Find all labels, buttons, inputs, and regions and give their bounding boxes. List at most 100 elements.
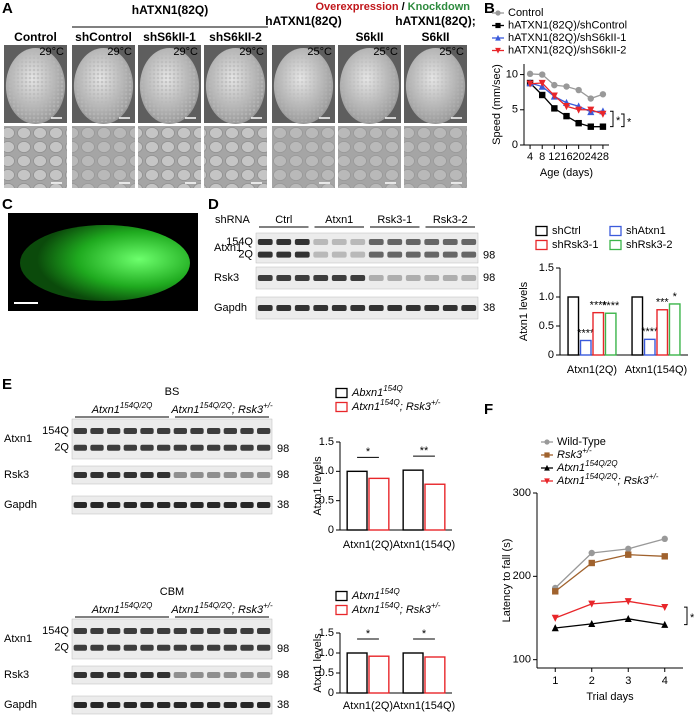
band (207, 702, 221, 708)
band (140, 502, 154, 508)
band (73, 428, 87, 434)
band (73, 628, 87, 634)
marker (539, 71, 546, 78)
molecular-weight: 98 (483, 272, 495, 284)
band (331, 239, 347, 245)
band (257, 502, 271, 508)
bar (631, 296, 644, 356)
legend-marker (544, 452, 550, 458)
eye-texture (7, 50, 64, 122)
bar (643, 338, 656, 356)
legend-marker (544, 478, 550, 485)
lane-group-label: Ctrl (275, 214, 292, 226)
marker (552, 588, 559, 595)
blot-row-label: Rsk3 (4, 469, 29, 481)
band (424, 239, 440, 245)
band (223, 644, 237, 651)
legend-label-part: Atxn1 (351, 604, 380, 616)
molecular-weight: 98 (483, 249, 495, 261)
legend-label: hATXN1(82Q)/shControl (508, 19, 627, 31)
band (442, 305, 458, 311)
band (223, 702, 237, 708)
band (140, 428, 154, 434)
x-tick-label: 4 (527, 151, 533, 163)
band (207, 644, 221, 651)
temperature: 25°C (373, 46, 398, 58)
lane-group-label: Rsk3-2 (433, 214, 468, 226)
band (173, 672, 187, 678)
panel-letter: E (2, 376, 12, 393)
y-tick-label: 0.5 (319, 667, 334, 679)
lane-group-label-part: ; Rsk3 (232, 404, 264, 416)
legend-label: Atxn1154Q; Rsk3+/- (351, 601, 441, 616)
band (123, 644, 137, 651)
marker (588, 549, 595, 557)
band (73, 502, 87, 508)
band (368, 275, 384, 281)
lane-group-label: Atxn1154Q/2Q (91, 601, 153, 616)
temperature: 29°C (239, 46, 264, 58)
molecular-weight: 38 (277, 699, 289, 711)
marker (526, 80, 534, 88)
significance-label: * (366, 446, 371, 458)
band (140, 644, 154, 651)
significance-label: **** (602, 300, 620, 312)
y-tick-label: 10 (506, 68, 518, 80)
bar (604, 312, 617, 356)
marker (661, 620, 669, 628)
bar (579, 339, 592, 356)
band (257, 702, 271, 708)
blot-row-label: Atxn1 (4, 433, 32, 445)
significance-label: * (422, 628, 427, 640)
band (240, 472, 254, 478)
band (157, 472, 171, 478)
band (90, 628, 104, 634)
band (240, 628, 254, 634)
legend-label: Control (508, 7, 543, 19)
legend-marker (544, 464, 550, 471)
panel-letter: D (208, 196, 219, 213)
lane-group-label: Atxn1154Q/2Q (91, 401, 153, 416)
legend-label-part: +/- (649, 472, 659, 481)
blot-row-label: Gapdh (4, 699, 37, 711)
band (294, 239, 310, 245)
marker (587, 123, 594, 130)
marker (587, 95, 594, 102)
blot-strip (71, 665, 273, 685)
column-label: shS6kII-2 (209, 30, 262, 44)
band (190, 672, 204, 678)
y-axis-label: Atxn1 levels (312, 633, 324, 693)
blot-row-label: Rsk3 (4, 669, 29, 681)
series-line (554, 554, 665, 592)
legend-swatch (535, 239, 548, 251)
band (257, 239, 273, 245)
blot-row-label: Atxn1 (4, 633, 32, 645)
band (350, 305, 366, 311)
legend-marker (495, 34, 501, 41)
marker (588, 600, 596, 608)
marker (526, 70, 534, 78)
x-tick-label: Atxn1(154Q) (625, 364, 687, 376)
band (207, 672, 221, 678)
band (442, 275, 458, 281)
band (157, 628, 171, 634)
legend-swatch (535, 225, 548, 237)
legend-label-part: Atxn1 (351, 590, 380, 602)
legend-swatch (335, 401, 348, 413)
band (223, 628, 237, 634)
band (331, 305, 347, 311)
band (157, 428, 171, 434)
marker (575, 119, 582, 127)
band (294, 251, 310, 258)
section-texture (404, 126, 467, 188)
band (157, 502, 171, 508)
bar (424, 483, 446, 531)
band (313, 305, 329, 311)
band (173, 428, 187, 434)
significance-label: ** (420, 445, 429, 457)
marker (551, 81, 558, 89)
legend-label: shRsk3-1 (552, 239, 598, 251)
legend-label-part: 154Q/2Q (585, 459, 617, 468)
legend-label-part: Atxn1 (556, 475, 585, 487)
